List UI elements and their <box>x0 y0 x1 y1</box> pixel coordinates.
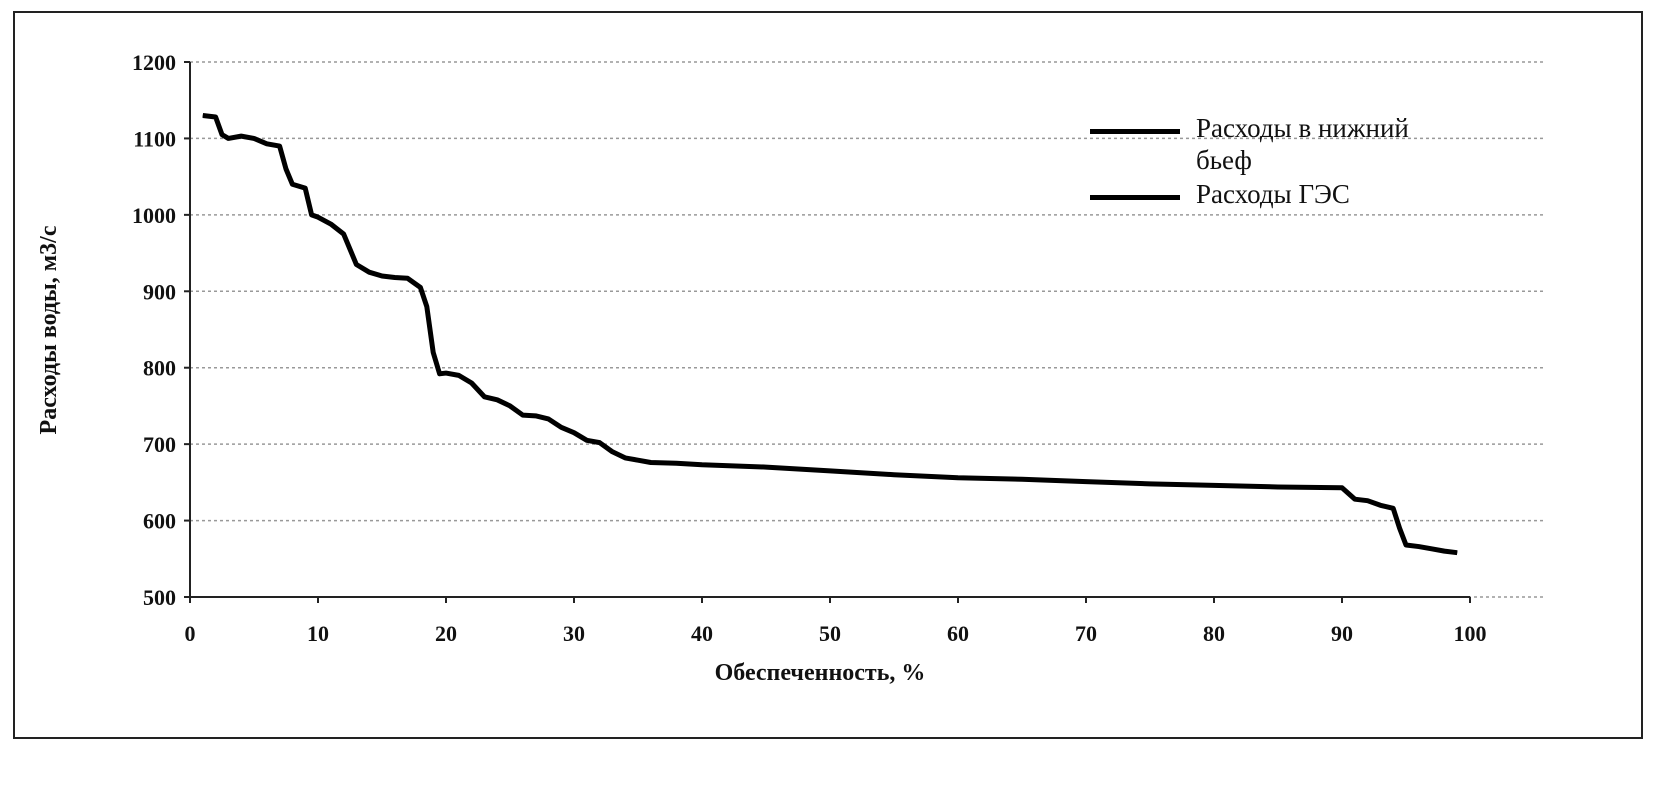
y-axis-title: Расходы воды, м3/с <box>36 225 62 434</box>
legend-label: Расходы в нижний бьеф <box>1196 113 1409 175</box>
x-tick-label: 90 <box>1331 621 1353 646</box>
x-tick-label: 70 <box>1075 621 1097 646</box>
legend-swatch <box>1090 195 1180 200</box>
x-tick-label: 60 <box>947 621 969 646</box>
legend-item: Расходы ГЭС <box>1090 178 1450 210</box>
legend-swatch <box>1090 129 1180 134</box>
x-tick-label: 30 <box>563 621 585 646</box>
x-tick-label: 100 <box>1454 621 1487 646</box>
y-tick-label: 1100 <box>133 126 176 151</box>
legend-item: Расходы в нижний бьеф <box>1090 112 1450 176</box>
y-tick-label: 600 <box>143 509 176 534</box>
series-line <box>202 114 1458 555</box>
y-tick-label: 800 <box>143 356 176 381</box>
x-tick-label: 0 <box>185 621 196 646</box>
x-tick-label: 20 <box>435 621 457 646</box>
y-tick-label: 1000 <box>132 203 176 228</box>
x-tick-label: 80 <box>1203 621 1225 646</box>
x-tick-label: 40 <box>691 621 713 646</box>
y-tick-label: 500 <box>143 585 176 610</box>
legend-label: Расходы ГЭС <box>1196 179 1350 209</box>
y-tick-label: 900 <box>143 279 176 304</box>
legend: Расходы в нижний бьеф Расходы ГЭС <box>1090 112 1450 212</box>
chart-border <box>13 11 1643 739</box>
x-tick-label: 50 <box>819 621 841 646</box>
x-axis-title: Обеспеченность, % <box>715 660 926 686</box>
y-tick-label: 700 <box>143 432 176 457</box>
y-tick-label: 1200 <box>132 50 176 75</box>
x-tick-label: 10 <box>307 621 329 646</box>
